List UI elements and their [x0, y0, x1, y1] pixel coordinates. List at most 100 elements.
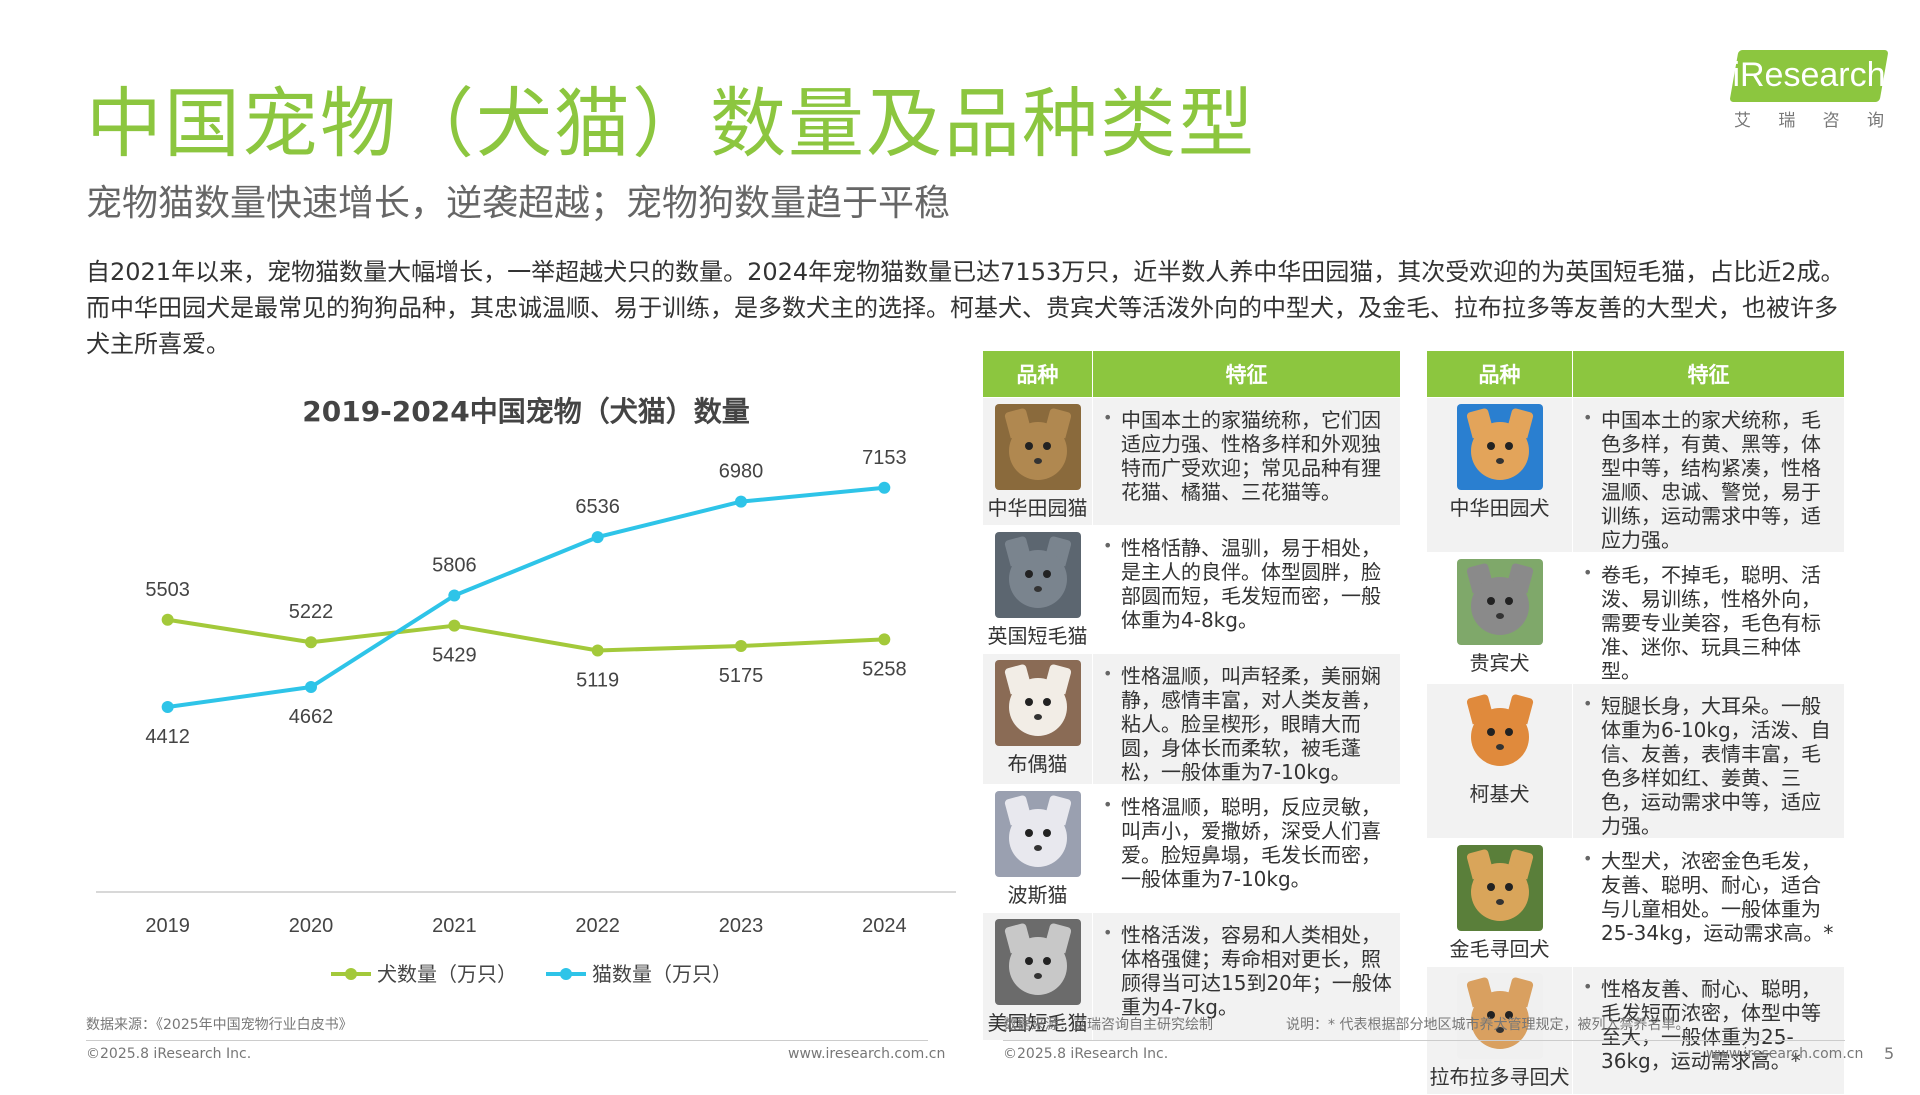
- x-tick-label: 2024: [862, 915, 907, 937]
- table-row: 美国短毛猫 • 性格活泼，容易和人类相处，体格强健；寿命相对更长，照顾得当可达15到…: [982, 912, 1401, 1041]
- breed-name: 中华田园猫: [987, 496, 1088, 520]
- breed-cell: 贵宾犬: [1426, 552, 1573, 684]
- face-shape: [1470, 991, 1529, 1049]
- breed-cell: 英国短毛猫: [982, 525, 1093, 654]
- table-row: 中华田园猫 • 中国本土的家猫统称，它们因适应力强、性格多样和外观独特而广受欢迎；常…: [982, 397, 1401, 526]
- eye-shape: [1024, 442, 1033, 450]
- eye-shape: [1486, 728, 1495, 736]
- data-label: 4662: [289, 706, 334, 728]
- breed-photo: [1456, 973, 1543, 1059]
- logo-sub-char: 询: [1866, 111, 1884, 131]
- dog-col-feature-header: 特征: [1572, 350, 1845, 398]
- breed-photo: [994, 532, 1081, 618]
- eye-shape: [1504, 883, 1513, 891]
- nose-shape: [1495, 899, 1504, 905]
- breed-photo: [994, 660, 1081, 746]
- feature-cell: • 性格友善、耐心、聪明，毛发短而浓密，体型中等至大，一般体重为25-36kg，运…: [1572, 966, 1845, 1095]
- copyright-left: ©2025.8 iResearch Inc.: [86, 1046, 252, 1062]
- breed-cell: 布偶猫: [982, 653, 1093, 785]
- feature-cell: • 短腿长身，大耳朵。一般体重为6-10kg，活泼、自信、友善，表情丰富，毛色多样…: [1572, 683, 1845, 839]
- feature-text: 性格温顺，叫声轻柔，美丽娴静，感情丰富，对人类友善，粘人。脸呈楔形，眼睛大而圆，…: [1121, 664, 1381, 784]
- breed-cell: 柯基犬: [1426, 683, 1573, 839]
- face-shape: [1470, 422, 1529, 480]
- feature-cell: • 卷毛，不掉毛，聪明、活泼、易训练，性格外向，需要专业美容，毛色有标准、迷你、玩…: [1572, 552, 1845, 684]
- eye-shape: [1504, 1011, 1513, 1019]
- feature-text: 中国本土的家猫统称，它们因适应力强、性格多样和外观独特而广受欢迎；常见品种有狸花…: [1121, 408, 1381, 504]
- table-row: 拉布拉多寻回犬 • 性格友善、耐心、聪明，毛发短而浓密，体型中等至大，一般体重为25…: [1426, 966, 1845, 1095]
- legend-label: 犬数量（万只）: [377, 962, 517, 986]
- x-tick-label: 2023: [719, 915, 764, 937]
- nose-shape: [1033, 845, 1042, 851]
- bullet-icon: •: [1103, 795, 1113, 814]
- data-point: [161, 701, 174, 714]
- breed-photo: [1456, 404, 1543, 490]
- breed-photo: [994, 404, 1081, 490]
- page-number: 5: [1884, 1044, 1895, 1063]
- eye-shape: [1042, 957, 1051, 965]
- table-row: 英国短毛猫 • 性格恬静、温驯，易于相处，是主人的良伴。体型圆胖，脸部圆而短，毛发短…: [982, 525, 1401, 654]
- eye-shape: [1042, 442, 1051, 450]
- page-title: 中国宠物（犬猫）数量及品种类型: [86, 79, 1256, 168]
- breed-name: 金毛寻回犬: [1449, 937, 1550, 961]
- face-shape: [1470, 708, 1529, 766]
- page-subtitle: 宠物猫数量快速增长，逆袭超越；宠物狗数量趋于平稳: [86, 183, 951, 224]
- logo-sub-char: 瑞: [1778, 111, 1796, 131]
- eye-shape: [1024, 570, 1033, 578]
- data-label: 7153: [862, 447, 907, 469]
- feature-text: 性格活泼，容易和人类相处，体格强健；寿命相对更长，照顾得当可达15到20年；一般…: [1121, 923, 1392, 1019]
- breed-name: 柯基犬: [1469, 782, 1530, 806]
- breed-photo: [1456, 559, 1543, 645]
- feature-text: 大型犬，浓密金色毛发，友善、聪明、耐心，适合与儿童相处。一般体重为25-34kg…: [1601, 849, 1834, 945]
- feature-cell: • 中国本土的家猫统称，它们因适应力强、性格多样和外观独特而广受欢迎；常见品种有狸…: [1092, 397, 1401, 526]
- data-point: [448, 589, 461, 602]
- bullet-icon: •: [1103, 923, 1113, 942]
- breed-name: 中华田园犬: [1449, 496, 1550, 520]
- site-link-left[interactable]: www.iresearch.com.cn: [788, 1046, 946, 1062]
- breed-name: 波斯猫: [1007, 883, 1068, 907]
- data-point: [878, 481, 891, 494]
- note-right: 说明：* 代表根据部分地区城市养犬管理规定，被列入禁养名单。: [1286, 1017, 1690, 1033]
- footer-divider-left: [86, 1040, 928, 1041]
- pet-count-chart: 2019 2020 2021 2022 2023 2024 5503 5222 5429 5119…: [86, 380, 966, 1000]
- logo-subtitle: 艾 瑞 咨 询: [1728, 106, 1890, 131]
- eye-shape: [1486, 883, 1495, 891]
- face-shape: [1008, 937, 1067, 995]
- data-label: 5175: [719, 665, 764, 687]
- feature-text: 性格友善、耐心、聪明，毛发短而浓密，体型中等至大，一般体重为25-36kg，运动…: [1601, 977, 1821, 1073]
- nose-shape: [1495, 613, 1504, 619]
- dog-col-breed-header: 品种: [1426, 350, 1573, 398]
- breed-cell: 美国短毛猫: [982, 912, 1093, 1041]
- breed-cell: 金毛寻回犬: [1426, 838, 1573, 967]
- table-row: 贵宾犬 • 卷毛，不掉毛，聪明、活泼、易训练，性格外向，需要专业美容，毛色有标准、迷…: [1426, 552, 1845, 684]
- bullet-icon: •: [1583, 694, 1593, 713]
- feature-text: 性格恬静、温驯，易于相处，是主人的良伴。体型圆胖，脸部圆而短，毛发短而密，一般体…: [1121, 536, 1381, 632]
- table-row: 布偶猫 • 性格温顺，叫声轻柔，美丽娴静，感情丰富，对人类友善，粘人。脸呈楔形，眼睛…: [982, 653, 1401, 785]
- data-label: 5503: [145, 579, 190, 601]
- chart-title: 2019-2024中国宠物（犬猫）数量: [302, 395, 750, 428]
- table-row: 波斯猫 • 性格温顺，聪明，反应灵敏，叫声小，爱撒娇，深受人们喜爱。脸短鼻塌，毛发长…: [982, 784, 1401, 913]
- eye-shape: [1042, 698, 1051, 706]
- x-tick-label: 2021: [432, 915, 477, 937]
- feature-cell: • 性格恬静、温驯，易于相处，是主人的良伴。体型圆胖，脸部圆而短，毛发短而密，一般…: [1092, 525, 1401, 654]
- face-shape: [1008, 422, 1067, 480]
- data-point: [305, 681, 317, 694]
- data-point: [591, 644, 604, 657]
- bullet-icon: •: [1583, 408, 1593, 427]
- legend-marker: [345, 968, 357, 980]
- nose-shape: [1033, 973, 1042, 979]
- cat-breed-table: 品种 特征 中华田园猫 • 中国本土的家猫统称，它们因适应力强、性格多样和外观独特而…: [982, 350, 1401, 1041]
- eye-shape: [1042, 570, 1051, 578]
- face-shape: [1470, 577, 1529, 635]
- feature-cell: • 大型犬，浓密金色毛发，友善、聪明、耐心，适合与儿童相处。一般体重为25-34k…: [1572, 838, 1845, 967]
- series-line: [165, 617, 887, 653]
- eye-shape: [1504, 728, 1513, 736]
- nose-shape: [1033, 458, 1042, 464]
- eye-shape: [1486, 597, 1495, 605]
- face-shape: [1008, 550, 1067, 608]
- eye-shape: [1024, 957, 1033, 965]
- eye-shape: [1486, 1011, 1495, 1019]
- data-label: 6980: [719, 461, 764, 483]
- source-right: 数据来源：艾瑞咨询自主研究绘制: [1003, 1017, 1213, 1033]
- site-link-right[interactable]: www.iresearch.com.cn: [1706, 1046, 1864, 1062]
- eye-shape: [1042, 829, 1051, 837]
